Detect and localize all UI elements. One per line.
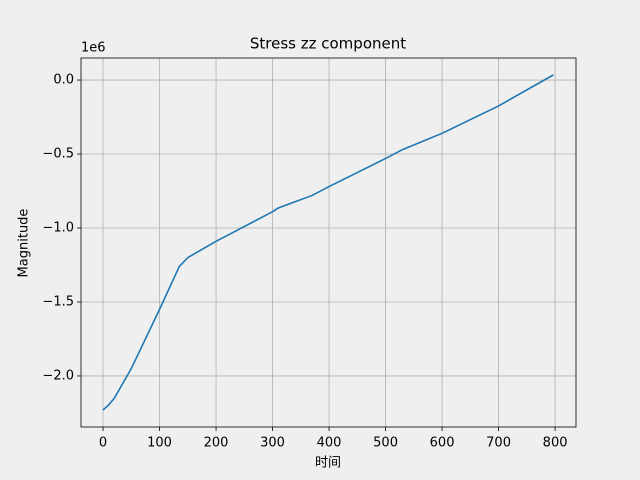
x-tick-label: 800 (543, 436, 568, 451)
data-line (102, 74, 554, 411)
y-tick-label: 0.0 (53, 73, 74, 88)
x-tick-label: 0 (99, 436, 107, 451)
x-tick-label: 300 (260, 436, 285, 451)
plot-area (102, 74, 554, 411)
x-tick-label: 100 (147, 436, 172, 451)
x-tick-label: 200 (204, 436, 229, 451)
y-tick-label: −1.0 (42, 221, 74, 236)
x-tick-label: 600 (430, 436, 455, 451)
grid (81, 58, 576, 427)
y-axis-label: Magnitude (17, 209, 32, 278)
x-tick-label: 400 (317, 436, 342, 451)
x-axis-label: 时间 (315, 456, 341, 471)
y-tick-label: −0.5 (42, 147, 74, 162)
chart-title: Stress zz component (250, 35, 406, 53)
offset-text: 1e6 (81, 41, 106, 56)
x-tick-label: 500 (373, 436, 398, 451)
y-tick-label: −1.5 (42, 294, 74, 309)
axes-frame (80, 57, 577, 428)
y-tick-label: −2.0 (42, 368, 74, 383)
x-tick-label: 700 (486, 436, 511, 451)
